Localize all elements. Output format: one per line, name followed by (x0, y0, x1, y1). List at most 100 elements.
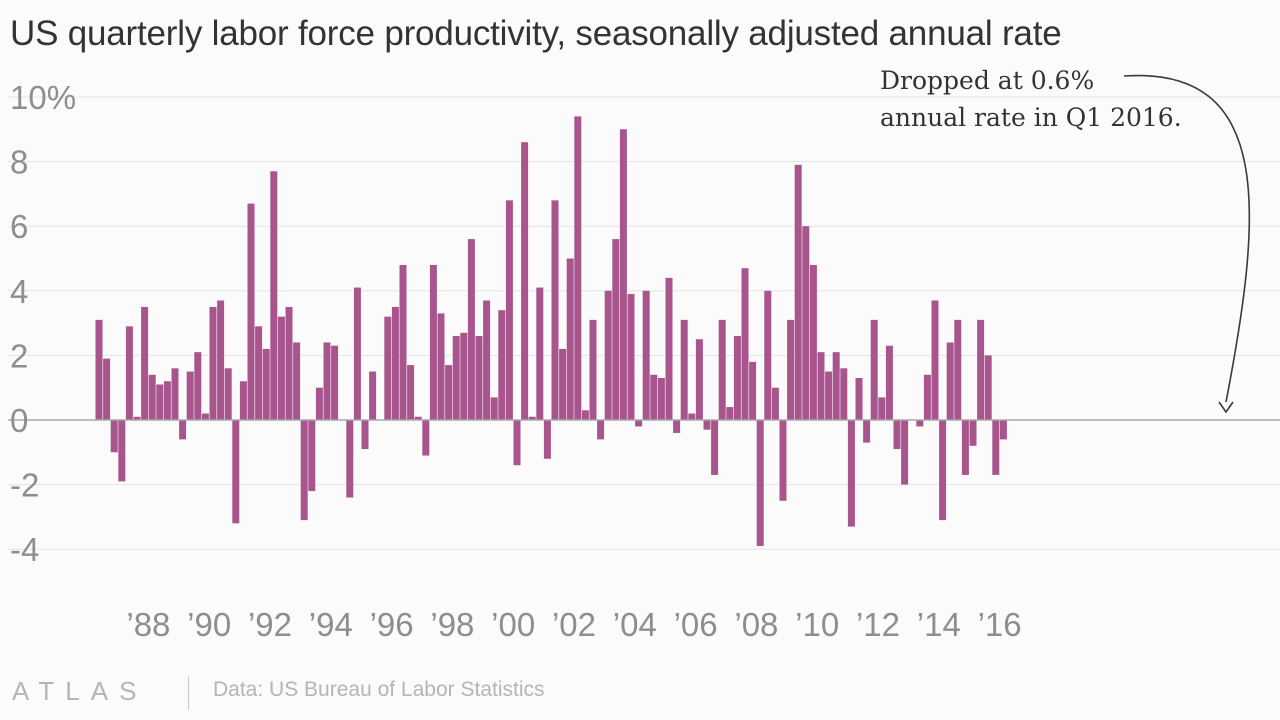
bar (95, 319, 103, 420)
bar (407, 365, 415, 420)
bar (399, 264, 407, 420)
y-tick-label: 4 (10, 273, 28, 310)
y-tick-label: 8 (10, 144, 28, 181)
bar (255, 326, 263, 420)
bar (315, 387, 323, 420)
x-tick-label: ’96 (370, 606, 414, 643)
bar (513, 420, 521, 466)
bar (650, 374, 658, 420)
bar (764, 290, 772, 420)
bar (232, 420, 240, 524)
bar (665, 277, 673, 420)
bar (946, 342, 954, 420)
bar (331, 345, 339, 420)
bar (589, 319, 597, 420)
bar (300, 420, 308, 521)
bar (893, 420, 901, 450)
x-tick-label: ’98 (430, 606, 474, 643)
bar (771, 387, 779, 420)
bar (870, 319, 878, 420)
bar (239, 381, 247, 420)
gridlines (8, 96, 1280, 550)
bar (794, 164, 802, 420)
x-tick-label: ’08 (734, 606, 778, 643)
bar (984, 355, 992, 420)
x-tick-label: ’94 (309, 606, 353, 643)
bar (452, 336, 460, 420)
bar (505, 200, 513, 420)
bar (308, 420, 316, 492)
x-tick-label: ’16 (978, 606, 1022, 643)
bar (574, 116, 582, 420)
bar (855, 378, 863, 420)
bar (429, 264, 437, 420)
bar (323, 342, 331, 420)
bar (840, 368, 848, 420)
bar (536, 287, 544, 420)
bar (201, 413, 209, 420)
y-tick-label: 10% (10, 79, 76, 116)
bar (581, 410, 589, 420)
bar (566, 258, 574, 420)
bar (247, 203, 255, 420)
x-tick-label: ’88 (126, 606, 170, 643)
bar (673, 420, 681, 433)
bar (847, 420, 855, 527)
bar (619, 129, 627, 421)
bar (475, 336, 483, 420)
bar (695, 339, 703, 420)
bar (954, 319, 962, 420)
footer-divider (188, 676, 189, 710)
y-tick-label: 0 (10, 402, 28, 439)
bar (961, 420, 969, 475)
bar (999, 420, 1007, 440)
source-note: Data: US Bureau of Labor Statistics (213, 678, 545, 701)
x-tick-label: ’14 (917, 606, 961, 643)
x-tick-label: ’12 (856, 606, 900, 643)
x-tick-label: ’06 (674, 606, 718, 643)
x-tick-label: ’90 (187, 606, 231, 643)
bar (125, 326, 133, 420)
bar (627, 294, 635, 420)
bar (992, 420, 1000, 475)
bar (194, 352, 202, 420)
bar (293, 342, 301, 420)
bar (171, 368, 179, 420)
bar (467, 239, 475, 420)
bar (749, 361, 757, 420)
bar (642, 290, 650, 420)
y-tick-label: 6 (10, 208, 28, 245)
bar (559, 348, 567, 420)
bar (133, 416, 141, 420)
bar (612, 239, 620, 420)
bar (787, 319, 795, 420)
bar (498, 310, 506, 420)
bar (809, 264, 817, 420)
bar (711, 420, 719, 475)
bar (270, 171, 278, 420)
bar (635, 420, 643, 427)
bar (217, 300, 225, 420)
bar (391, 306, 399, 420)
bar (285, 306, 293, 420)
bar (688, 413, 696, 420)
bar (437, 313, 445, 420)
bar (939, 420, 947, 521)
bar (110, 420, 118, 453)
bar (832, 352, 840, 420)
y-tick-label: -4 (10, 531, 39, 568)
bar (551, 200, 559, 420)
bar (825, 371, 833, 420)
bar (680, 319, 688, 420)
bar (118, 420, 126, 482)
x-tick-label: ’04 (613, 606, 657, 643)
bar (969, 420, 977, 446)
bar (460, 332, 468, 420)
bar (186, 371, 194, 420)
bar (885, 345, 893, 420)
annotation-arrowhead (1218, 401, 1234, 414)
bars (95, 116, 1007, 546)
bar (817, 352, 825, 420)
bar (878, 397, 886, 420)
bar (224, 368, 232, 420)
